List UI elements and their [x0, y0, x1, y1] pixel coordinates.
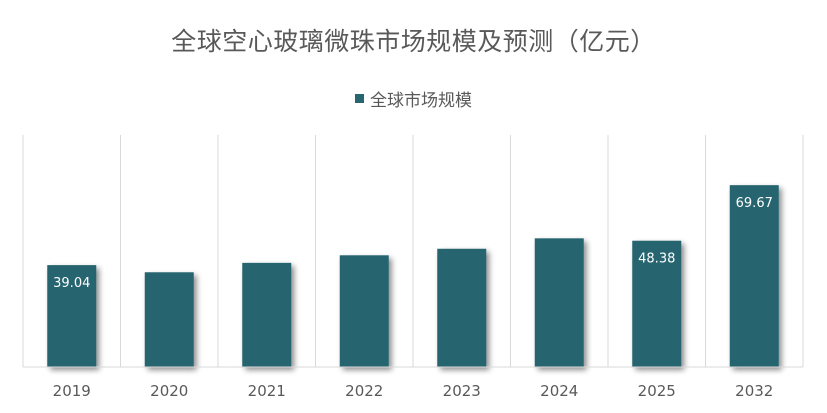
- legend-swatch: [355, 94, 364, 103]
- x-tick-label: 2023: [443, 382, 481, 400]
- bar: [437, 248, 487, 367]
- bar: [339, 255, 389, 367]
- x-tick-label: 2020: [150, 382, 188, 400]
- bar: [144, 272, 194, 367]
- bar: [632, 240, 682, 367]
- legend: 全球市场规模: [0, 86, 827, 111]
- x-tick-label: 2025: [638, 382, 676, 400]
- x-tick-label: 2024: [540, 382, 578, 400]
- bar: [242, 262, 292, 367]
- data-label: 69.67: [736, 196, 773, 211]
- bar: [47, 265, 97, 367]
- x-tick-label: 2021: [248, 382, 286, 400]
- bar: [729, 185, 779, 367]
- bar: [534, 238, 584, 367]
- legend-label: 全球市场规模: [370, 91, 472, 111]
- x-tick-label: 2019: [53, 382, 91, 400]
- chart-title: 全球空心玻璃微珠市场规模及预测（亿元）: [171, 27, 656, 56]
- data-label: 48.38: [638, 252, 675, 267]
- x-tick-label: 2022: [345, 382, 383, 400]
- x-tick-label: 2032: [735, 382, 773, 400]
- data-label: 39.04: [53, 276, 90, 291]
